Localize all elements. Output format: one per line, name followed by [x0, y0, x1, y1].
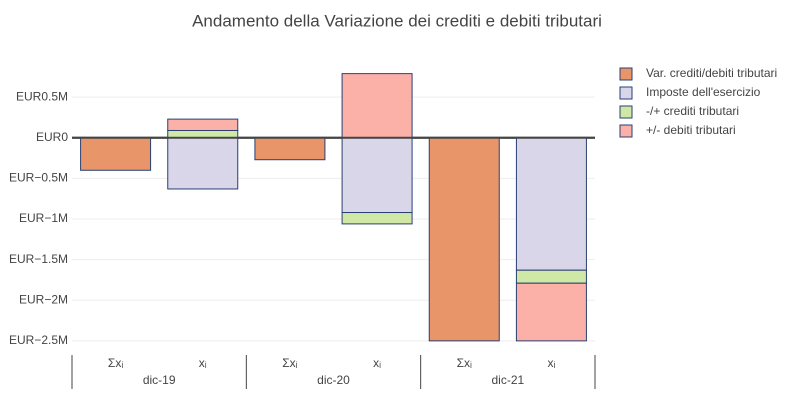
y-tick-label: EUR−1M: [19, 211, 68, 225]
legend-label: Imposte dell'esercizio: [646, 85, 761, 99]
bar: [515, 282, 587, 342]
x-group-label: dic-19: [143, 373, 176, 387]
legend-swatch: [619, 67, 633, 81]
bar: [515, 137, 587, 271]
bar: [428, 137, 500, 342]
legend-label: Var. crediti/debiti tributari: [646, 66, 777, 80]
bar: [341, 137, 413, 214]
bar: [167, 118, 239, 131]
legend-swatch: [619, 105, 633, 119]
bar: [80, 137, 152, 171]
x-group-label: dic-21: [491, 373, 524, 387]
x-tick-label: Σxᵢ: [282, 356, 297, 370]
bar: [167, 129, 239, 139]
bar: [254, 137, 326, 161]
y-tick-label: EUR−1.5M: [9, 252, 68, 266]
legend-label: -/+ crediti tributari: [646, 104, 739, 118]
y-tick-label: EUR−2.5M: [9, 333, 68, 347]
y-tick-label: EUR0.5M: [16, 89, 68, 103]
chart-title: Andamento della Variazione dei crediti e…: [192, 11, 602, 30]
bar: [515, 269, 587, 284]
y-tick-label: EUR0: [36, 130, 68, 144]
bar: [341, 212, 413, 225]
legend-label: +/- debiti tributari: [646, 123, 736, 137]
x-tick-label: Σxᵢ: [457, 356, 472, 370]
x-tick-label: xᵢ: [373, 356, 381, 370]
x-tick-label: xᵢ: [199, 356, 207, 370]
y-tick-label: EUR−0.5M: [9, 171, 68, 185]
legend-swatch: [619, 124, 633, 138]
x-group-label: dic-20: [317, 373, 350, 387]
bar: [341, 73, 413, 139]
y-tick-label: EUR−2M: [19, 292, 68, 306]
legend-swatch: [619, 86, 633, 100]
x-tick-label: Σxᵢ: [108, 356, 123, 370]
bar: [167, 137, 239, 190]
x-tick-label: xᵢ: [547, 356, 555, 370]
